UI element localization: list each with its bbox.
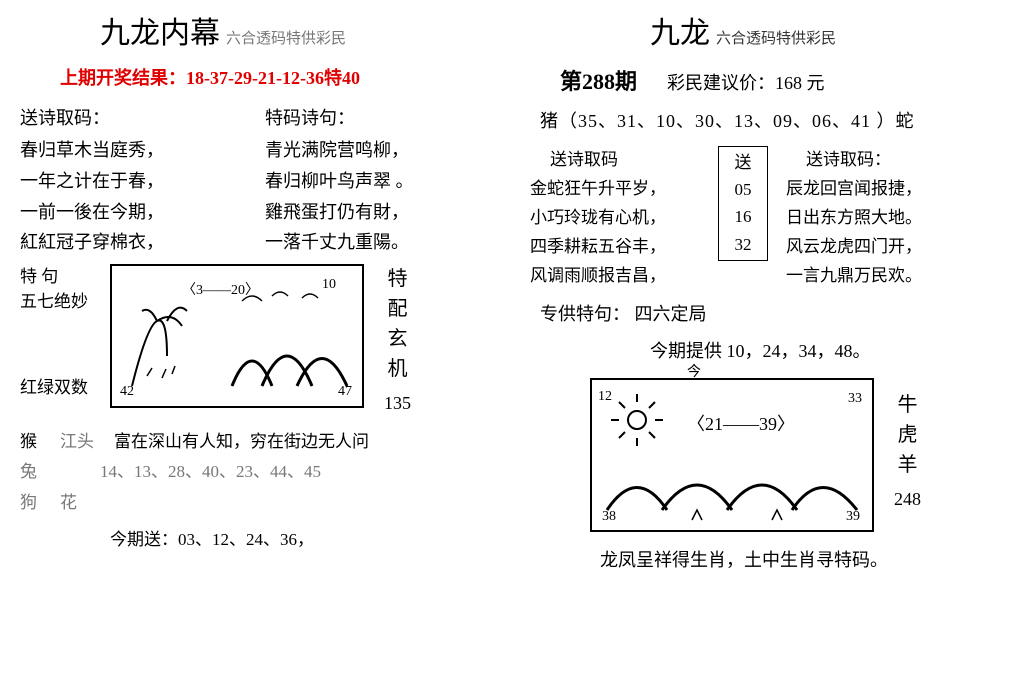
poem-right-col: 特码诗句： 青光满院营鸣柳， 春归柳叶鸟声翠 。 雞飛蛋打仍有財， 一落千丈九重… xyxy=(265,103,510,258)
poem-r4: 一落千丈九重陽。 xyxy=(265,227,510,258)
sp-val: 四六定局 xyxy=(635,304,707,324)
song-box: 送 05 16 32 xyxy=(718,146,768,261)
poem-l1: 春归草木当庭秀， xyxy=(20,135,265,166)
poem-columns: 送诗取码： 春归草木当庭秀， 一年之计在于春， 一前一後在今期， 紅紅冠子穿棉衣… xyxy=(20,103,510,258)
poem-right-head: 特码诗句： xyxy=(265,103,510,134)
sk-c: 42 xyxy=(120,381,134,403)
left-title: 九龙内幕 xyxy=(100,10,220,58)
right-title: 九龙 xyxy=(650,10,710,58)
z3: 狗 xyxy=(20,488,60,519)
v3: 玄 xyxy=(388,324,408,354)
skr-b: 〈21——39〉 xyxy=(687,410,795,439)
issue-row: 第288期 彩民建议价：168 元 xyxy=(530,64,1020,99)
sk-d: 47 xyxy=(338,381,352,403)
z3t: 花 xyxy=(60,488,77,519)
send-row: 今期送：03、12、24、36， xyxy=(110,525,510,556)
vr1: 牛 xyxy=(898,390,918,420)
poem3-left: 送诗取码 金蛇狂午升平岁， 小巧玲珑有心机， 四季耕耘五谷丰， 风调雨顺报吉昌， xyxy=(530,146,700,290)
poem-l2: 一年之计在于春， xyxy=(20,166,265,197)
left-title-row: 九龙内幕 六合透码特供彩民 xyxy=(20,10,510,58)
right-subtitle: 六合透码特供彩民 xyxy=(716,27,836,51)
special-sentence: 专供特句： 四六定局 xyxy=(540,300,1020,329)
bottom-label: 红绿双数 xyxy=(20,375,110,401)
result-label: 上期开奖结果： xyxy=(60,68,186,88)
result-value: 18-37-29-21-12-36特40 xyxy=(186,68,360,88)
pv-val: 10，24，34，48。 xyxy=(727,341,871,361)
b0: 送 xyxy=(719,149,767,176)
last-result: 上期开奖结果：18-37-29-21-12-36特40 xyxy=(60,64,510,93)
bottom-right: 龙凤呈祥得生肖，土中生肖寻特码。 xyxy=(600,546,1020,575)
sketch-left: 〈3——20〉 10 42 47 xyxy=(110,264,364,408)
send-nums: 03、12、24、36， xyxy=(178,530,314,549)
special-row-left: 特 句 五七绝妙 红绿双数 〈3——20〉 10 42 47 特 配 玄 机 1… xyxy=(20,264,510,417)
p3l4: 风调雨顺报吉昌， xyxy=(530,262,700,291)
skr-c: 33 xyxy=(848,388,862,410)
right-panel: 九龙 六合透码特供彩民 第288期 彩民建议价：168 元 猪（35、31、10… xyxy=(530,10,1020,575)
sk-b: 10 xyxy=(322,274,336,296)
p3r2: 日出东方照大地。 xyxy=(786,204,956,233)
zrow3: 狗 花 xyxy=(20,488,510,519)
poem-l3: 一前一後在今期， xyxy=(20,197,265,228)
z2: 兔 xyxy=(20,457,60,488)
vcol-right: 牛 虎 羊 248 xyxy=(894,390,921,513)
sketch-row-right: 今 12 〈21——39〉 33 38 39 牛 虎 羊 248 xyxy=(530,370,1020,532)
te-l2: 五七绝妙 xyxy=(20,289,110,315)
v4: 机 xyxy=(388,354,408,384)
skr-d: 38 xyxy=(602,506,616,528)
p3l2: 小巧玲珑有心机， xyxy=(530,204,700,233)
vcol-left: 特 配 玄 机 135 xyxy=(384,264,411,417)
vr3: 羊 xyxy=(898,450,918,480)
b1: 05 xyxy=(719,176,767,203)
sketch-right: 今 12 〈21——39〉 33 38 39 xyxy=(590,378,874,532)
proverb: 富在深山有人知，穷在街边无人问 xyxy=(114,427,369,458)
b3: 32 xyxy=(719,231,767,258)
p3lh: 送诗取码 xyxy=(550,146,700,175)
te-l1: 特 句 xyxy=(20,264,110,290)
price: 彩民建议价：168 元 xyxy=(667,69,825,98)
skr-e: 39 xyxy=(846,506,860,528)
p3r1: 辰龙回宫闻报捷， xyxy=(786,175,956,204)
right-title-row: 九龙 六合透码特供彩民 xyxy=(530,10,1020,58)
zodiac-line: 猪（35、31、10、30、13、09、06、41 ）蛇 xyxy=(540,107,1020,136)
p3l3: 四季耕耘五谷丰， xyxy=(530,233,700,262)
vnum-l: 135 xyxy=(384,390,411,417)
poem-left-col: 送诗取码： 春归草木当庭秀， 一年之计在于春， 一前一後在今期， 紅紅冠子穿棉衣… xyxy=(20,103,265,258)
poem-r1: 青光满院营鸣柳， xyxy=(265,135,510,166)
poem-l4: 紅紅冠子穿棉衣， xyxy=(20,227,265,258)
poem-r3: 雞飛蛋打仍有財， xyxy=(265,197,510,228)
vr2: 虎 xyxy=(898,420,918,450)
left-subtitle: 六合透码特供彩民 xyxy=(226,27,346,51)
bottom-left: 猴 江头 富在深山有人知，穷在街边无人问 兔 14、13、28、40、23、44… xyxy=(20,427,510,555)
pv-label: 今期提供 xyxy=(650,341,722,361)
vnum-r: 248 xyxy=(894,486,921,513)
te-label: 特 句 五七绝妙 红绿双数 xyxy=(20,264,110,401)
z1t: 江头 xyxy=(60,427,94,458)
skr-top: 今 xyxy=(687,362,701,384)
skr-a: 12 xyxy=(598,386,612,408)
z1: 猴 xyxy=(20,427,60,458)
price-val: 168 元 xyxy=(775,73,825,93)
z2n: 14、13、28、40、23、44、45 xyxy=(100,457,321,488)
p3r4: 一言九鼎万民欢。 xyxy=(786,262,956,291)
zrow2: 兔 14、13、28、40、23、44、45 xyxy=(20,457,510,488)
poem3-right: 送诗取码： 辰龙回宫闻报捷， 日出东方照大地。 风云龙虎四门开， 一言九鼎万民欢… xyxy=(786,146,956,290)
provide-row: 今期提供 10，24，34，48。 xyxy=(650,337,1020,366)
b2: 16 xyxy=(719,203,767,230)
p3l1: 金蛇狂午升平岁， xyxy=(530,175,700,204)
v1: 特 xyxy=(388,264,408,294)
send-label: 今期送： xyxy=(110,530,178,549)
sp-label: 专供特句： xyxy=(540,304,630,324)
issue: 第288期 xyxy=(560,64,637,99)
price-label: 彩民建议价： xyxy=(667,73,775,93)
p3rh: 送诗取码： xyxy=(806,146,956,175)
poem3: 送诗取码 金蛇狂午升平岁， 小巧玲珑有心机， 四季耕耘五谷丰， 风调雨顺报吉昌，… xyxy=(530,146,1020,290)
p3r3: 风云龙虎四门开， xyxy=(786,233,956,262)
sk-a: 〈3——20〉 xyxy=(182,280,259,302)
poem-r2: 春归柳叶鸟声翠 。 xyxy=(265,166,510,197)
left-panel: 九龙内幕 六合透码特供彩民 上期开奖结果：18-37-29-21-12-36特4… xyxy=(20,10,510,555)
zrow1: 猴 江头 富在深山有人知，穷在街边无人问 xyxy=(20,427,510,458)
poem-left-head: 送诗取码： xyxy=(20,103,265,134)
v2: 配 xyxy=(388,294,408,324)
